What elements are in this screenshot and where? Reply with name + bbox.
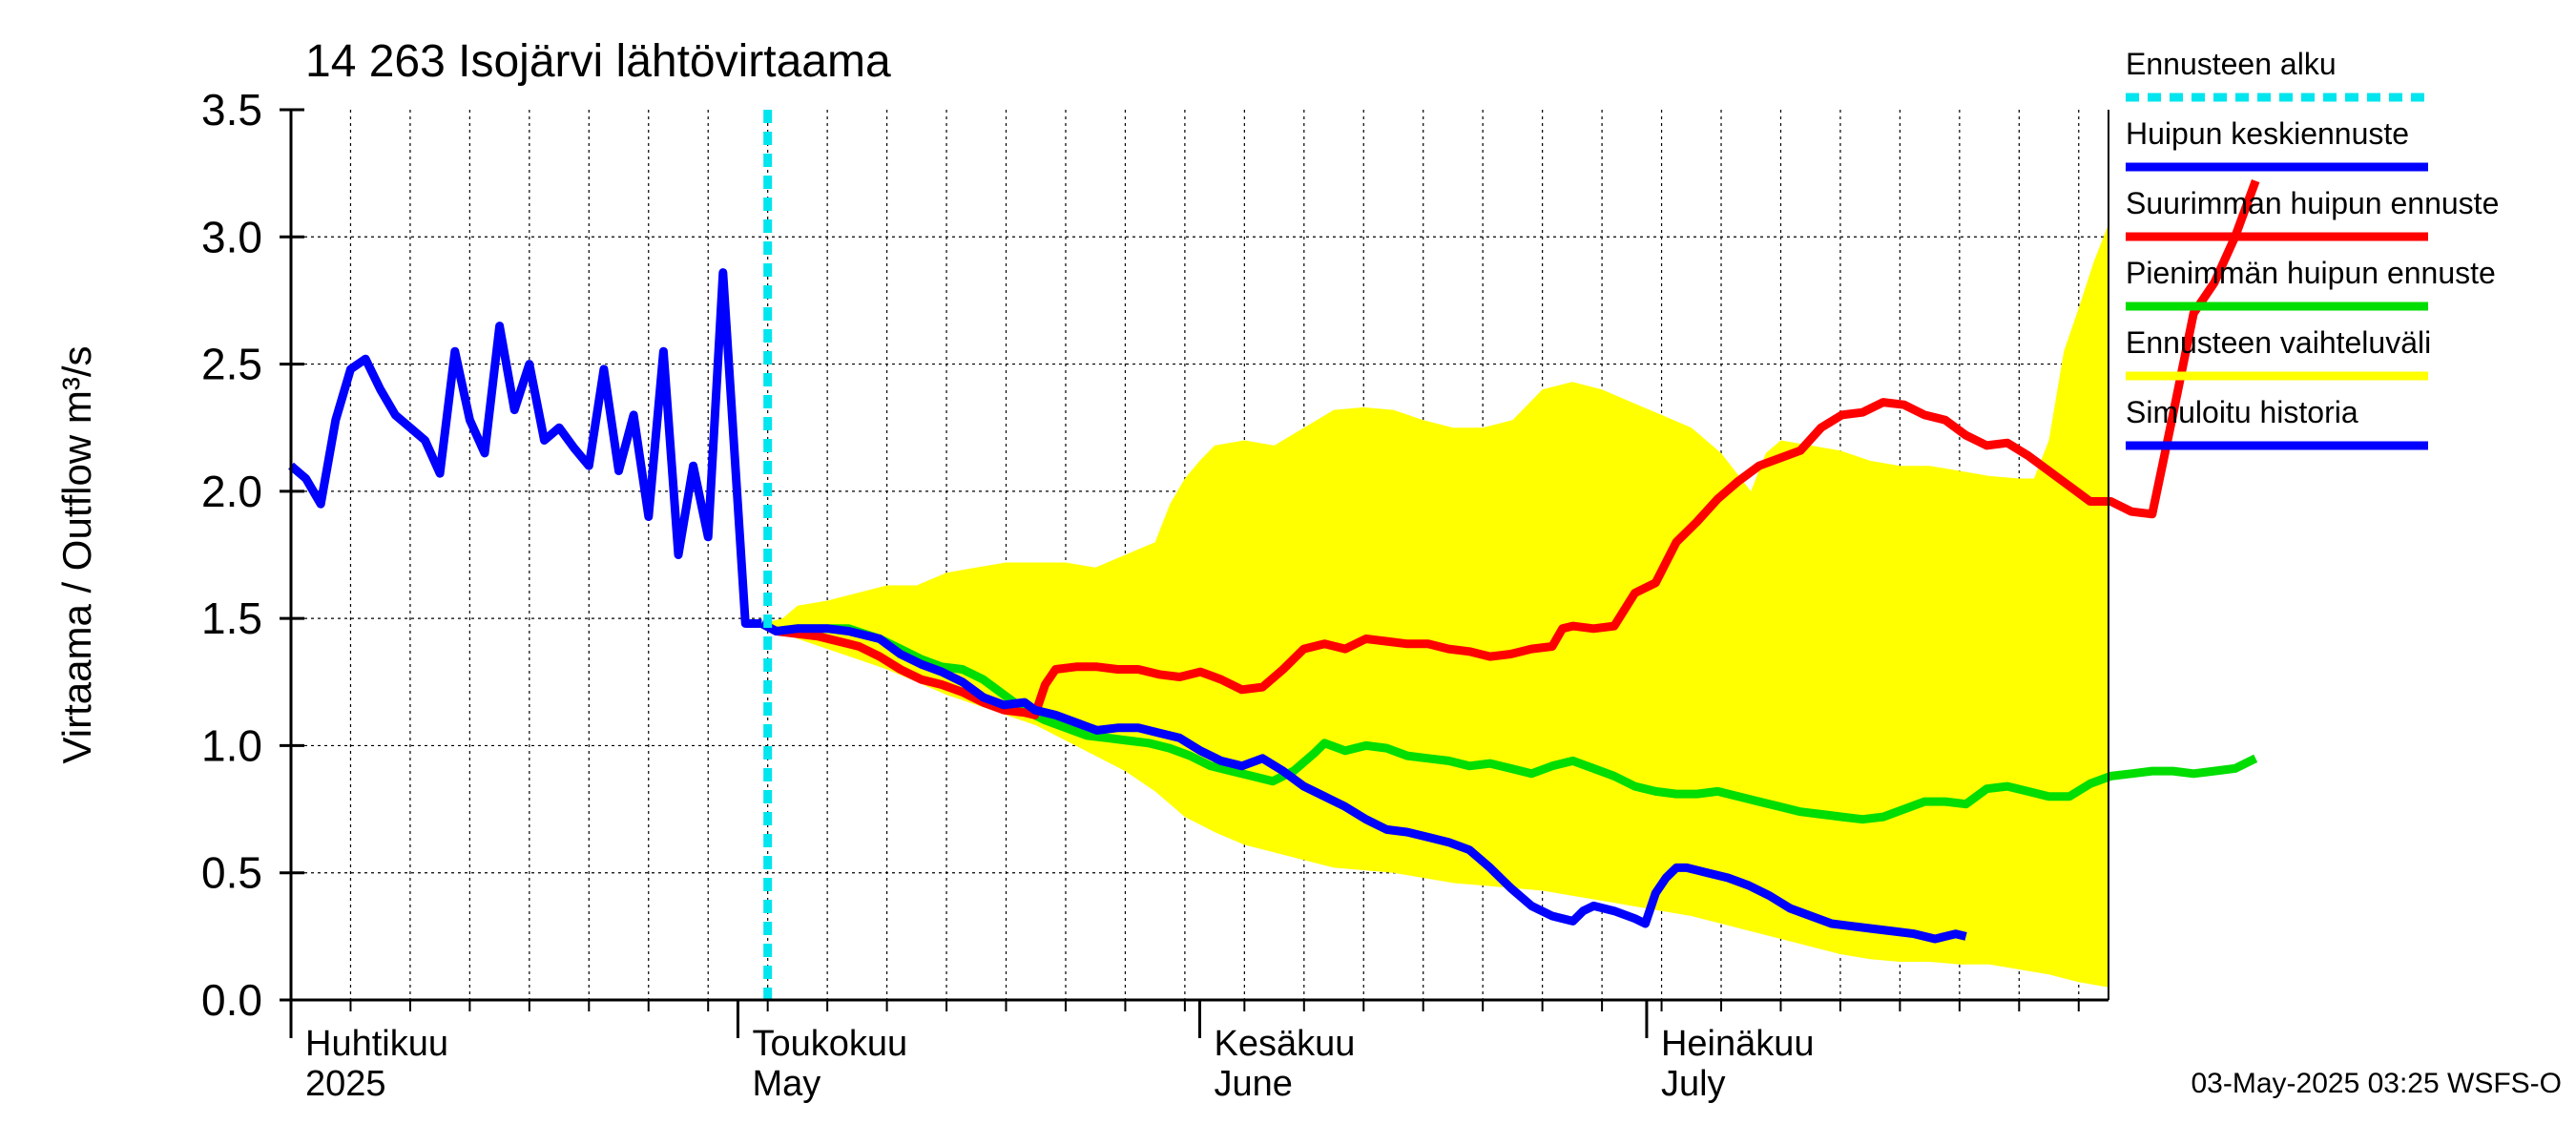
max-forecast-line — [759, 179, 2260, 719]
y-tick-label: 0.5 — [201, 848, 262, 898]
legend: Ennusteen alku Huipun keskiennuste Suurimm… — [2126, 47, 2499, 450]
legend-label: Ennusteen alku — [2126, 47, 2337, 81]
month-label: Toukokuu — [752, 1024, 907, 1064]
footer-timestamp: 03-May-2025 03:25 WSFS-O — [2192, 1068, 2563, 1099]
legend-label: Simuloitu historia — [2126, 395, 2358, 429]
month-label: Heinäkuu — [1661, 1024, 1815, 1064]
chart-title: 14 263 Isojärvi lähtövirtaama — [305, 36, 891, 87]
y-tick-label: 1.0 — [201, 720, 262, 770]
month-label: Kesäkuu — [1215, 1024, 1356, 1064]
month-label-secondary: June — [1215, 1064, 1293, 1104]
y-axis-label: Virtaama / Outflow m³/s — [54, 345, 99, 763]
legend-label: Pienimmän huipun ennuste — [2126, 256, 2496, 290]
y-tick-label: 3.0 — [201, 212, 262, 261]
month-label: Huhtikuu — [305, 1024, 448, 1064]
mean-forecast-line — [759, 619, 1967, 944]
month-label-secondary: July — [1661, 1064, 1726, 1104]
y-tick-label: 2.5 — [201, 340, 262, 389]
y-tick-label: 1.5 — [201, 593, 262, 643]
y-tick-label: 3.5 — [201, 85, 262, 135]
legend-label: Suurimman huipun ennuste — [2126, 186, 2499, 220]
legend-label: Huipun keskiennuste — [2126, 116, 2409, 151]
month-label-secondary: 2025 — [305, 1064, 386, 1104]
month-label-secondary: May — [752, 1064, 821, 1104]
y-tick-label: 0.0 — [201, 975, 262, 1025]
legend-label: Ennusteen vaihteluväli — [2126, 325, 2431, 360]
history-line — [288, 268, 762, 628]
y-tick-label: 2.0 — [201, 467, 262, 516]
forecast-band — [761, 224, 2109, 988]
